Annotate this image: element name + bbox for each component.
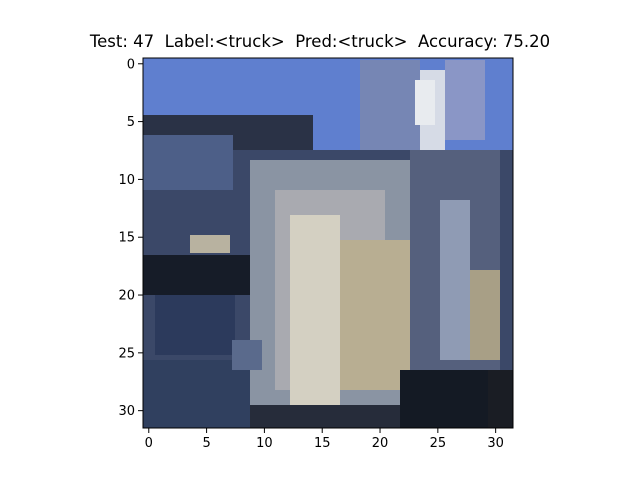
x-tick-label: 5 bbox=[202, 436, 210, 451]
x-tick-label: 15 bbox=[314, 436, 331, 451]
x-tick-label: 20 bbox=[372, 436, 389, 451]
y-tick-label: 15 bbox=[118, 231, 135, 246]
x-tick-label: 30 bbox=[487, 436, 504, 451]
figure-title: Test: 47 Label:<truck> Pred:<truck> Accu… bbox=[89, 32, 551, 51]
x-tick-label: 10 bbox=[256, 436, 273, 451]
x-axis: 0 5 10 15 20 25 30 bbox=[145, 428, 504, 451]
y-tick-label: 0 bbox=[127, 57, 135, 72]
y-tick-label: 25 bbox=[118, 346, 135, 361]
truck-image bbox=[143, 58, 513, 428]
x-tick-label: 0 bbox=[145, 436, 153, 451]
image-frame bbox=[142, 57, 514, 429]
y-tick-label: 30 bbox=[118, 404, 135, 419]
x-tick-label: 25 bbox=[430, 436, 447, 451]
y-axis: 0 5 10 15 20 25 30 bbox=[118, 57, 143, 419]
y-tick-label: 10 bbox=[118, 173, 135, 188]
y-tick-label: 20 bbox=[118, 289, 135, 304]
y-tick-label: 5 bbox=[127, 115, 135, 130]
